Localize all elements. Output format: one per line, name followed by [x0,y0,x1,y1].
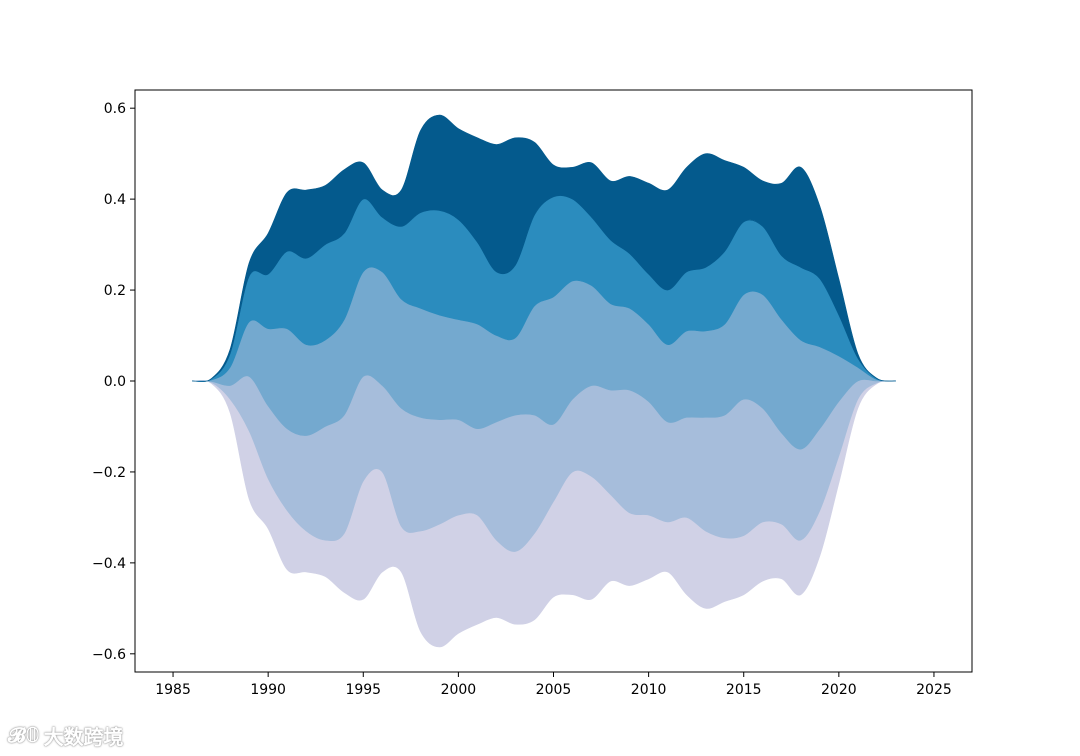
x-tick-label: 2020 [821,682,857,698]
stream-layers [192,114,896,648]
x-tick-label: 2005 [536,682,572,698]
y-tick-label: 0.0 [104,374,126,390]
stream-series-5 [192,114,896,383]
y-tick-label: 0.4 [104,192,126,208]
x-tick-label: 1990 [250,682,286,698]
x-tick-label: 2025 [916,682,952,698]
y-tick-label: 0.2 [104,283,126,299]
y-tick-label: −0.2 [92,465,126,481]
y-tick-label: 0.6 [104,101,126,117]
watermark: 𝓑𝟘 大数跨境 [8,720,124,750]
y-tick-label: −0.6 [92,647,126,663]
x-tick-label: 2000 [441,682,477,698]
x-tick-label: 2015 [726,682,762,698]
x-tick-label: 1995 [345,682,381,698]
x-tick-label: 2010 [631,682,667,698]
axes: 1985 1990 1995 2000 2005 2010 2015 2020 2025 −0.6… [92,89,973,698]
watermark-text: 大数跨境 [43,724,124,749]
watermark-logo-icon: 𝓑𝟘 [8,723,40,747]
y-tick-label: −0.4 [92,556,126,572]
x-tick-label: 1985 [155,682,191,698]
